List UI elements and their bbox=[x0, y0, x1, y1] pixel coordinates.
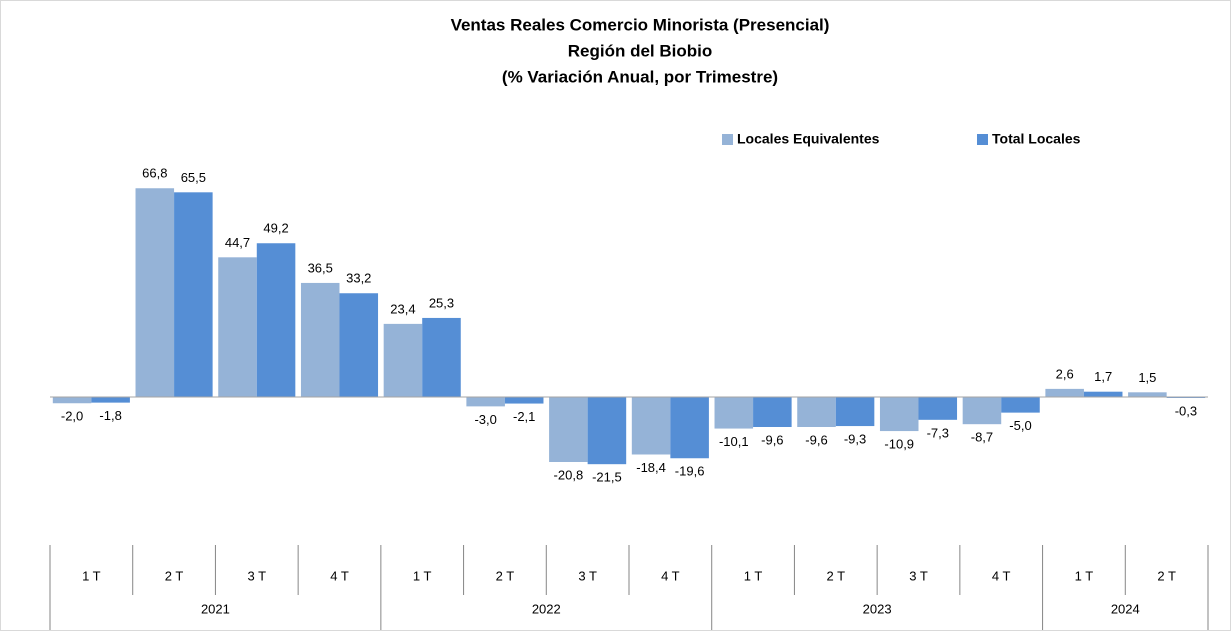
x-tick-label: 2 T bbox=[496, 568, 515, 583]
bar bbox=[714, 397, 754, 429]
data-label: 36,5 bbox=[308, 260, 333, 275]
x-group-label: 2022 bbox=[532, 601, 561, 616]
bar bbox=[256, 243, 296, 397]
legend-label: Total Locales bbox=[992, 131, 1081, 147]
x-tick-label: 3 T bbox=[909, 568, 928, 583]
data-label: -21,5 bbox=[592, 470, 622, 485]
bar bbox=[1045, 388, 1084, 397]
bar bbox=[1001, 397, 1040, 413]
data-label: -2,1 bbox=[513, 409, 535, 424]
chart-title: Región del Biobio bbox=[568, 41, 713, 60]
x-tick-label: 2 T bbox=[165, 568, 184, 583]
bar bbox=[879, 397, 919, 432]
data-label: -10,1 bbox=[719, 434, 749, 449]
data-label: 1,7 bbox=[1094, 369, 1112, 384]
data-label: -0,3 bbox=[1175, 403, 1197, 418]
bar bbox=[174, 192, 213, 397]
bar bbox=[962, 397, 1002, 425]
x-tick-label: 3 T bbox=[578, 568, 597, 583]
bar bbox=[1083, 391, 1123, 397]
legend-swatch bbox=[977, 134, 988, 145]
bar bbox=[339, 293, 379, 397]
x-group-label: 2024 bbox=[1111, 601, 1140, 616]
legend-label: Locales Equivalentes bbox=[737, 131, 880, 147]
x-tick-label: 4 T bbox=[661, 568, 680, 583]
data-label: -9,6 bbox=[805, 432, 827, 447]
bar bbox=[300, 282, 340, 397]
x-group-label: 2023 bbox=[863, 601, 892, 616]
data-label: -5,0 bbox=[1009, 418, 1031, 433]
bar bbox=[91, 397, 130, 403]
data-label: -7,3 bbox=[927, 425, 949, 440]
data-label: 65,5 bbox=[181, 170, 206, 185]
bar bbox=[422, 317, 461, 397]
data-label: -8,7 bbox=[971, 430, 993, 445]
bar bbox=[549, 397, 588, 462]
bar bbox=[631, 397, 671, 455]
data-label: -9,6 bbox=[761, 432, 783, 447]
bar bbox=[52, 397, 92, 404]
bar bbox=[753, 397, 792, 427]
data-label: -18,4 bbox=[636, 460, 666, 475]
x-tick-label: 4 T bbox=[330, 568, 349, 583]
x-tick-label: 1 T bbox=[1075, 568, 1094, 583]
data-label: -2,0 bbox=[61, 409, 83, 424]
data-label: 66,8 bbox=[142, 166, 167, 181]
data-label: 25,3 bbox=[429, 295, 454, 310]
bar bbox=[1128, 392, 1167, 397]
bar bbox=[504, 397, 544, 404]
x-tick-label: 1 T bbox=[744, 568, 763, 583]
data-label: -1,8 bbox=[99, 408, 121, 423]
data-label: 49,2 bbox=[263, 221, 288, 236]
bar bbox=[587, 397, 627, 465]
x-tick-label: 1 T bbox=[413, 568, 432, 583]
bar bbox=[797, 397, 836, 427]
bar bbox=[218, 257, 257, 397]
bar bbox=[135, 188, 175, 397]
x-tick-label: 1 T bbox=[82, 568, 101, 583]
data-label: 1,5 bbox=[1138, 370, 1156, 385]
x-tick-label: 3 T bbox=[248, 568, 267, 583]
x-tick-label: 4 T bbox=[992, 568, 1011, 583]
x-group-label: 2021 bbox=[201, 601, 230, 616]
data-label: 23,4 bbox=[390, 301, 415, 316]
bar bbox=[835, 397, 875, 427]
chart-title: Ventas Reales Comercio Minorista (Presen… bbox=[451, 15, 830, 34]
data-label: -10,9 bbox=[884, 437, 914, 452]
data-label: 33,2 bbox=[346, 271, 371, 286]
x-tick-label: 2 T bbox=[827, 568, 846, 583]
data-label: 2,6 bbox=[1056, 366, 1074, 381]
bar bbox=[383, 323, 423, 397]
data-label: -3,0 bbox=[474, 412, 496, 427]
bar bbox=[670, 397, 709, 459]
data-label: 44,7 bbox=[225, 235, 250, 250]
data-label: -9,3 bbox=[844, 432, 866, 447]
data-label: -20,8 bbox=[554, 467, 584, 482]
data-label: -19,6 bbox=[675, 464, 705, 479]
bar bbox=[918, 397, 958, 420]
legend-swatch bbox=[722, 134, 733, 145]
chart-title: (% Variación Anual, por Trimestre) bbox=[502, 67, 778, 86]
x-tick-label: 2 T bbox=[1157, 568, 1176, 583]
bar bbox=[466, 397, 505, 407]
